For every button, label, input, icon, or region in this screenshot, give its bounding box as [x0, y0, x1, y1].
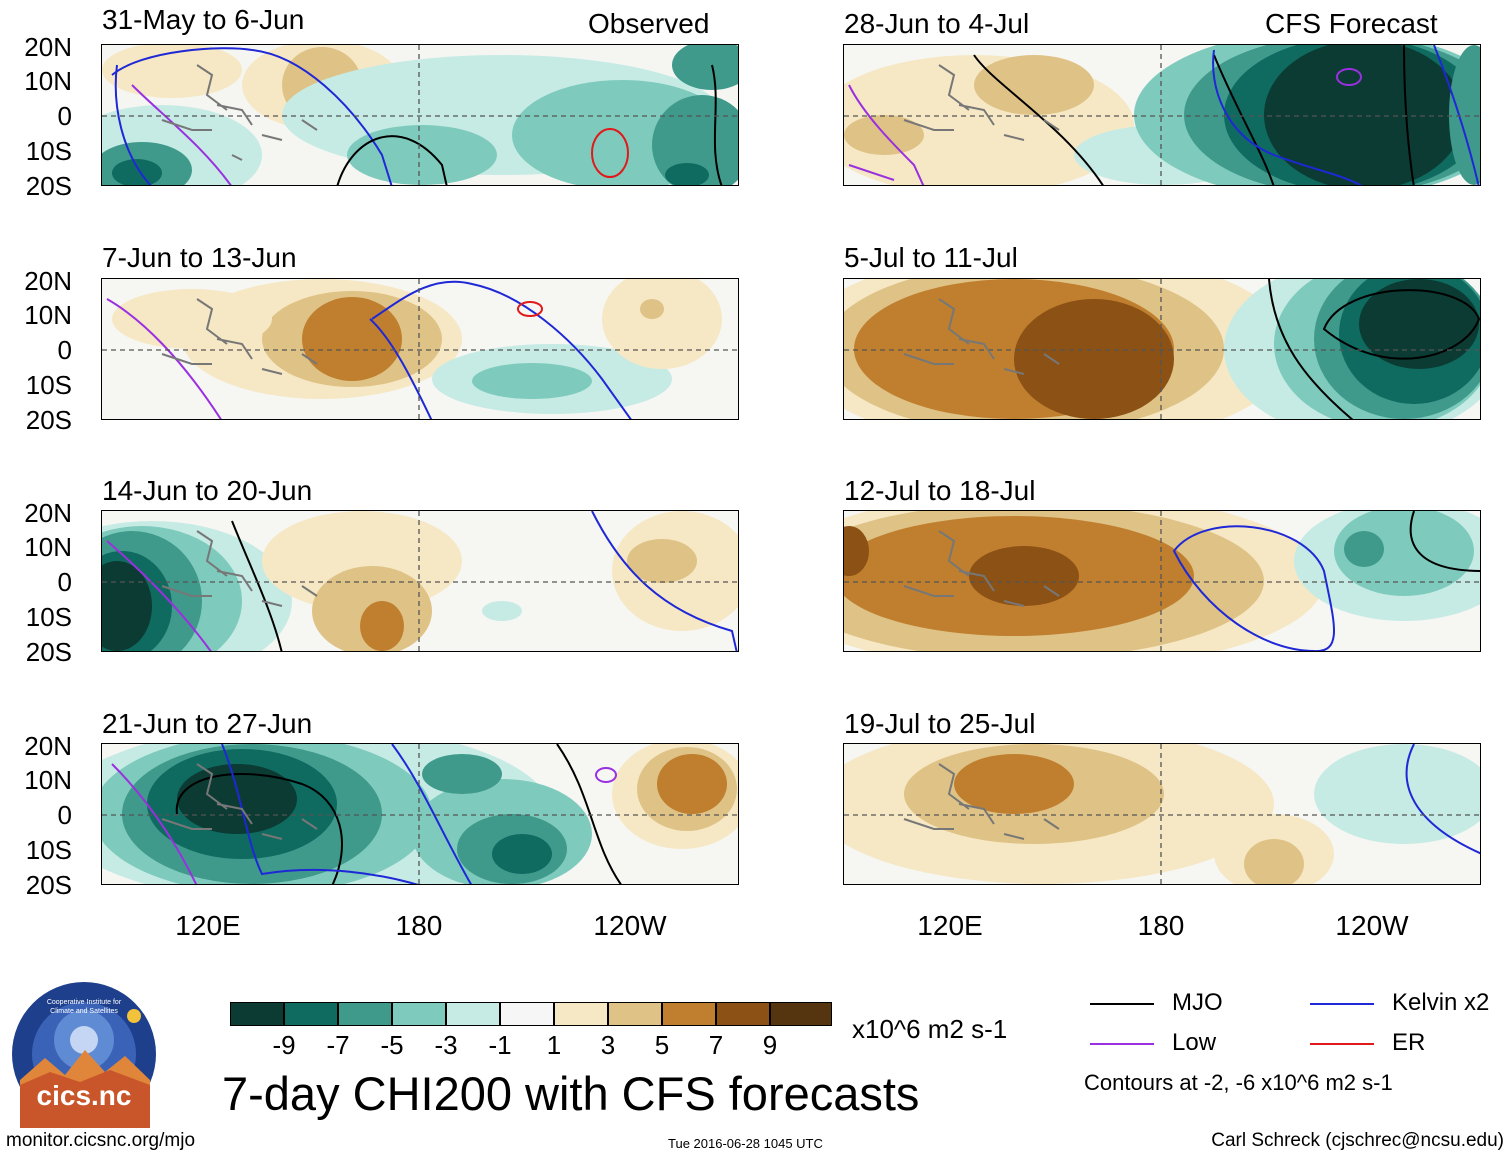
colorbar-swatch: [554, 1002, 608, 1026]
lat-label: 20N: [24, 498, 72, 528]
colorbar-swatch: [338, 1002, 392, 1026]
panel-title-left-2: 7-Jun to 13-Jun: [102, 242, 297, 273]
lon-label-left: 180: [395, 910, 443, 941]
colorbar-label: -1: [488, 1030, 512, 1060]
colorbar-label: -9: [272, 1030, 296, 1060]
lat-label: 10S: [25, 370, 72, 400]
observed-label: Observed: [588, 8, 710, 39]
colorbar-label: 7: [708, 1030, 724, 1060]
anomaly-map-left-4: [102, 744, 738, 884]
panel-title-left-1: 31-May to 6-Jun: [102, 4, 305, 35]
mjo-legend-label: MJO: [1172, 989, 1223, 1016]
lat-label: 20S: [25, 405, 72, 435]
anomaly-map-right-4: [844, 744, 1480, 884]
cics-logo: cics.nc Cooperative Institute for Climat…: [10, 980, 158, 1128]
panel-title-right-4: 19-Jul to 25-Jul: [844, 708, 1036, 739]
map-panel-right-2: [843, 278, 1481, 420]
colorbar-label: 1: [546, 1030, 562, 1060]
lat-label: 10S: [25, 835, 72, 865]
lon-label-right: 120E: [917, 910, 983, 941]
low-legend-line: [1090, 1043, 1154, 1045]
lat-label: 0: [57, 335, 72, 365]
kelvin-legend-line: [1310, 1003, 1374, 1005]
lat-label: 10N: [24, 765, 72, 795]
colorbar-label: -7: [326, 1030, 350, 1060]
anomaly-map-left-1: [102, 45, 738, 185]
anomaly-map-right-2: [844, 279, 1480, 419]
map-panel-left-1: [101, 44, 739, 186]
colorbar-swatch: [770, 1002, 832, 1026]
map-panel-left-2: [101, 278, 739, 420]
anomaly-map-left-3: [102, 511, 738, 651]
lat-label: 10S: [25, 602, 72, 632]
colorbar-label: 5: [654, 1030, 670, 1060]
lat-label: 20S: [25, 870, 72, 900]
low-legend-label: Low: [1172, 1029, 1217, 1056]
footer-timestamp: Tue 2016-06-28 1045 UTC: [668, 1136, 823, 1151]
colorbar-swatch: [446, 1002, 500, 1026]
colorbar-swatch: [230, 1002, 284, 1026]
colorbar-swatch: [500, 1002, 554, 1026]
lat-label: 10S: [25, 136, 72, 166]
colorbar-swatch: [608, 1002, 662, 1026]
lon-label-left: 120E: [175, 910, 241, 941]
colorbar-swatch: [284, 1002, 338, 1026]
panel-title-right-3: 12-Jul to 18-Jul: [844, 475, 1036, 506]
lon-label-right: 120W: [1335, 910, 1409, 941]
figure-title: 7-day CHI200 with CFS forecasts: [222, 1067, 920, 1120]
lat-label: 20S: [25, 637, 72, 667]
panel-title-left-3: 14-Jun to 20-Jun: [102, 475, 313, 506]
anomaly-map-left-2: [102, 279, 738, 419]
contour-note: Contours at -2, -6 x10^6 m2 s-1: [1084, 1070, 1393, 1095]
cfs-forecast-label: CFS Forecast: [1265, 8, 1438, 39]
map-panel-right-4: [843, 743, 1481, 885]
anomaly-map-right-3: [844, 511, 1480, 651]
er-legend-label: ER: [1392, 1029, 1426, 1056]
colorbar-label: 9: [762, 1030, 778, 1060]
lat-label: 20N: [24, 266, 72, 296]
er-legend-line: [1310, 1043, 1374, 1045]
panel-title-right-2: 5-Jul to 11-Jul: [844, 242, 1018, 273]
colorbar-label: -5: [380, 1030, 404, 1060]
lon-label-left: 120W: [593, 910, 667, 941]
lat-label: 20N: [24, 32, 72, 62]
map-panel-right-1: [843, 44, 1481, 186]
lat-label: 20N: [24, 731, 72, 761]
lat-label: 0: [57, 800, 72, 830]
colorbar-label: 3: [600, 1030, 616, 1060]
panel-title-right-1: 28-Jun to 4-Jul: [844, 8, 1030, 39]
colorbar-swatch: [716, 1002, 770, 1026]
logo-emblem: [12, 982, 156, 1128]
logo-arc-text: Cooperative Institute for Climate and Sa…: [46, 999, 122, 1015]
colorbar-label: -3: [434, 1030, 458, 1060]
map-panel-right-3: [843, 510, 1481, 652]
kelvin-legend-label: Kelvin x2: [1392, 989, 1490, 1016]
logo-text: cics.nc: [36, 1080, 132, 1111]
mjo-legend-line: [1090, 1003, 1154, 1005]
anomaly-map-right-1: [844, 45, 1480, 185]
panel-title-left-4: 21-Jun to 27-Jun: [102, 708, 313, 739]
lat-label: 10N: [24, 300, 72, 330]
lat-label: 0: [57, 567, 72, 597]
lat-label: 10N: [24, 66, 72, 96]
footer-website: monitor.cicsnc.org/mjo: [6, 1130, 196, 1151]
colorbar-units: x10^6 m2 s-1: [852, 1014, 1008, 1044]
colorbar-swatch: [392, 1002, 446, 1026]
colorbar-swatch: [662, 1002, 716, 1026]
map-panel-left-4: [101, 743, 739, 885]
lat-label: 20S: [25, 171, 72, 201]
map-panel-left-3: [101, 510, 739, 652]
lat-label: 10N: [24, 532, 72, 562]
footer-author: Carl Schreck (cjschrec@ncsu.edu): [1211, 1130, 1504, 1151]
lat-label: 0: [57, 101, 72, 131]
lon-label-right: 180: [1137, 910, 1185, 941]
